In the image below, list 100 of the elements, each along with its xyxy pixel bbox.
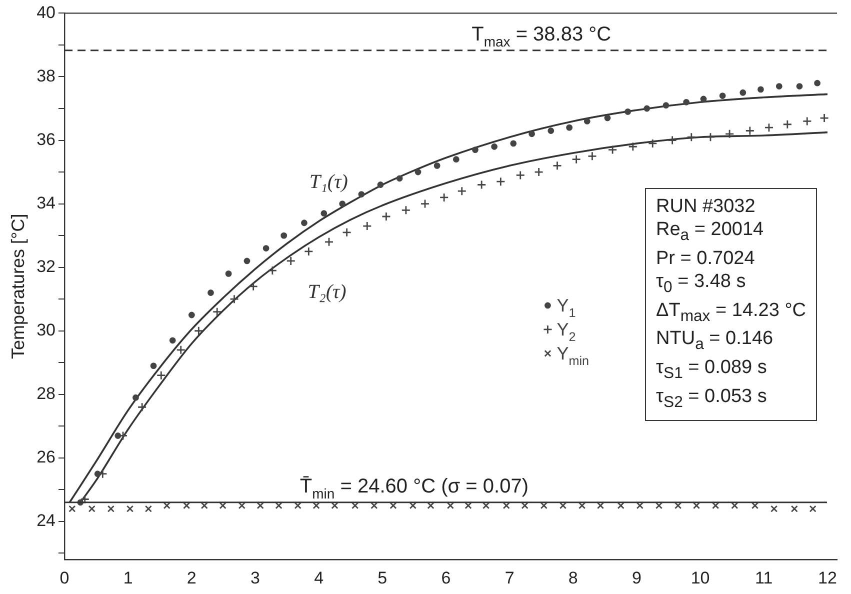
point [540,502,548,510]
series-label: T₁(τ) [309,171,348,194]
point [559,502,566,510]
point [802,116,812,126]
point [68,505,76,512]
point [809,505,816,512]
point [212,307,222,317]
point [724,129,734,139]
point [548,128,554,134]
point [588,151,597,161]
point [700,96,707,102]
annotation: Re$_{a}$ = 20014 [656,218,765,246]
point [396,175,403,182]
y-tick-label: 38 [36,66,56,86]
point [624,108,632,115]
point [208,290,214,296]
y-tick-label: 30 [36,320,56,340]
point [286,256,296,266]
point [521,502,528,510]
point [751,502,759,510]
point [476,180,486,190]
point [256,502,264,510]
x-tick-label: 9 [632,568,642,588]
point [491,143,498,150]
point [94,470,101,478]
point [150,362,157,370]
point [796,83,803,90]
x-tick-label: 4 [314,568,324,588]
annotation: RUN #3032 [656,195,756,218]
point [644,105,650,112]
annotation: NTU$_{a}$ = 0.146 [656,327,774,356]
point [156,370,166,380]
point [370,502,378,510]
point [382,212,391,222]
y-tick-label: 24 [36,511,56,530]
point [176,345,186,355]
point [636,502,644,510]
point [776,83,782,90]
point [790,505,798,512]
point [439,192,449,202]
point [238,502,246,510]
point [244,258,250,264]
point [126,505,134,512]
point [268,266,278,276]
point [534,167,544,177]
point [572,154,582,164]
x-tick-label: 2 [186,568,196,588]
point [427,502,434,510]
point [301,220,308,226]
point [452,156,460,163]
point [230,294,239,304]
point [692,502,700,510]
point [342,228,352,238]
point [219,502,226,510]
point [770,505,778,512]
point [674,502,682,510]
point [331,502,338,510]
point [496,176,506,186]
x-tick-label: 11 [755,568,773,588]
point [482,502,490,510]
point [719,92,726,99]
point [578,502,586,510]
point [662,102,670,109]
point [617,502,624,510]
point [280,232,288,239]
point [144,505,152,512]
annotation: Pr = 0.7024 [656,246,756,270]
point [683,98,690,106]
point [758,86,764,93]
annotation: τ$_{0}$ = 3.48 s [656,270,747,298]
point [200,502,208,510]
point [745,126,755,136]
annotation: ΔT$_{max}$ = 14.23 °C [656,298,806,326]
point [464,502,472,510]
point [584,118,590,124]
point [194,326,204,336]
point [339,200,346,208]
point [434,162,440,169]
point [782,120,792,130]
point [528,130,536,138]
point [628,142,638,152]
point [362,221,372,231]
point [686,132,696,142]
point [472,146,478,153]
point [377,182,384,188]
point [502,502,510,510]
point [107,505,114,512]
point [604,114,611,122]
point [608,145,618,154]
point [596,502,604,510]
series-label: T₂(τ) [308,280,347,303]
y-tick-label: 34 [36,193,56,212]
y-tick-label: 26 [36,448,56,467]
point [88,505,96,512]
point [712,502,720,510]
point [352,502,359,510]
y-axis-title: Temperatures [°C] [8,214,28,360]
point [248,282,258,292]
y-tick-label: 36 [36,130,56,149]
point [132,394,139,401]
